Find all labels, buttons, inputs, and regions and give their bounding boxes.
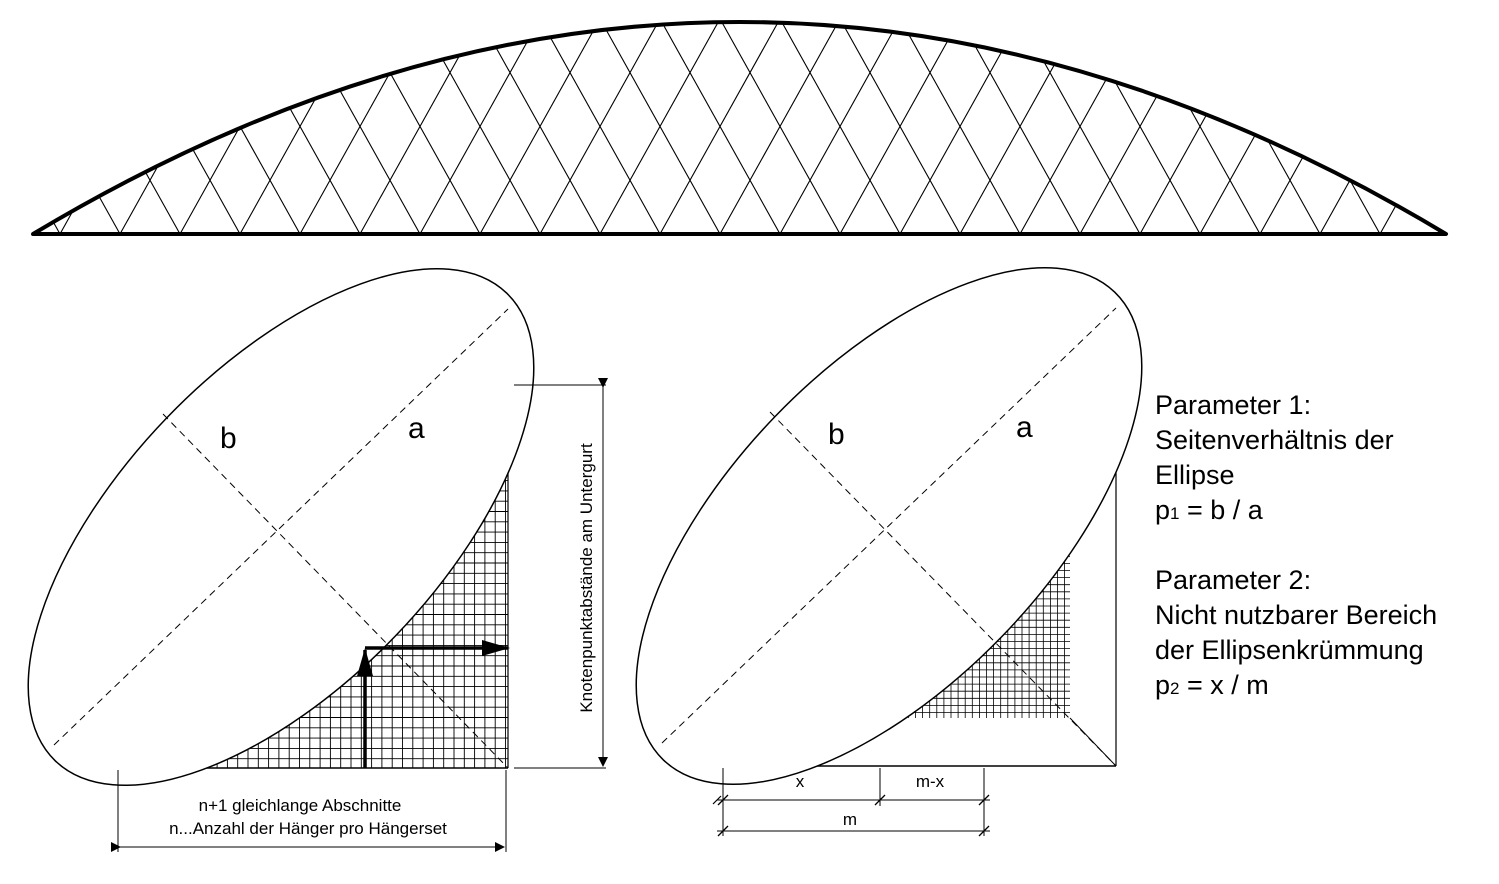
param2-title: Parameter 2: <box>1155 565 1312 595</box>
dim-label-m-minus-x: m-x <box>916 772 945 791</box>
arch-outline <box>31 20 1448 236</box>
right-label-a: a <box>1016 411 1033 444</box>
parameters-text: Parameter 1: Seitenverhältnis der Ellips… <box>1155 388 1495 703</box>
vertical-dimension-label: Knotenpunktabstände am Untergurt <box>577 443 596 713</box>
left-label-b: b <box>220 422 237 455</box>
left-ellipse-diagram: b a Knotenpunktabstände am Untergurt n+1… <box>27 267 608 852</box>
right-major-axis <box>661 307 1117 744</box>
dim-label-x: x <box>796 772 805 791</box>
vertical-dimension: Knotenpunktabstände am Untergurt <box>514 378 608 769</box>
param2-formula: p2 = x / m <box>1155 670 1269 700</box>
left-label-a: a <box>408 412 425 445</box>
left-major-axis <box>53 308 509 746</box>
network-arch <box>31 20 1448 236</box>
param1-line1: Seitenverhältnis der <box>1155 425 1394 455</box>
right-label-b: b <box>828 418 845 451</box>
right-diagonal-solid <box>1069 717 1117 767</box>
param2-line2: der Ellipsenkrümmung <box>1155 635 1424 665</box>
param1-line2: Ellipse <box>1155 460 1235 490</box>
dim-label-m: m <box>843 810 857 829</box>
horizontal-dimension: n+1 gleichlange Abschnitte n...Anzahl de… <box>111 770 507 852</box>
left-minor-axis <box>162 413 509 769</box>
param2-line1: Nicht nutzbarer Bereich <box>1155 600 1438 630</box>
xm-dimensions <box>712 768 990 837</box>
horizontal-dimension-label-1: n+1 gleichlange Abschnitte <box>199 796 402 815</box>
right-ellipse-diagram: b a x m-x m <box>635 266 1143 837</box>
param1-formula: p1 = b / a <box>1155 495 1263 525</box>
right-minor-axis <box>769 411 1117 767</box>
param1-title: Parameter 1: <box>1155 390 1312 420</box>
horizontal-dimension-label-2: n...Anzahl der Hänger pro Hängerset <box>169 819 447 838</box>
arch-hangers <box>33 22 1446 234</box>
